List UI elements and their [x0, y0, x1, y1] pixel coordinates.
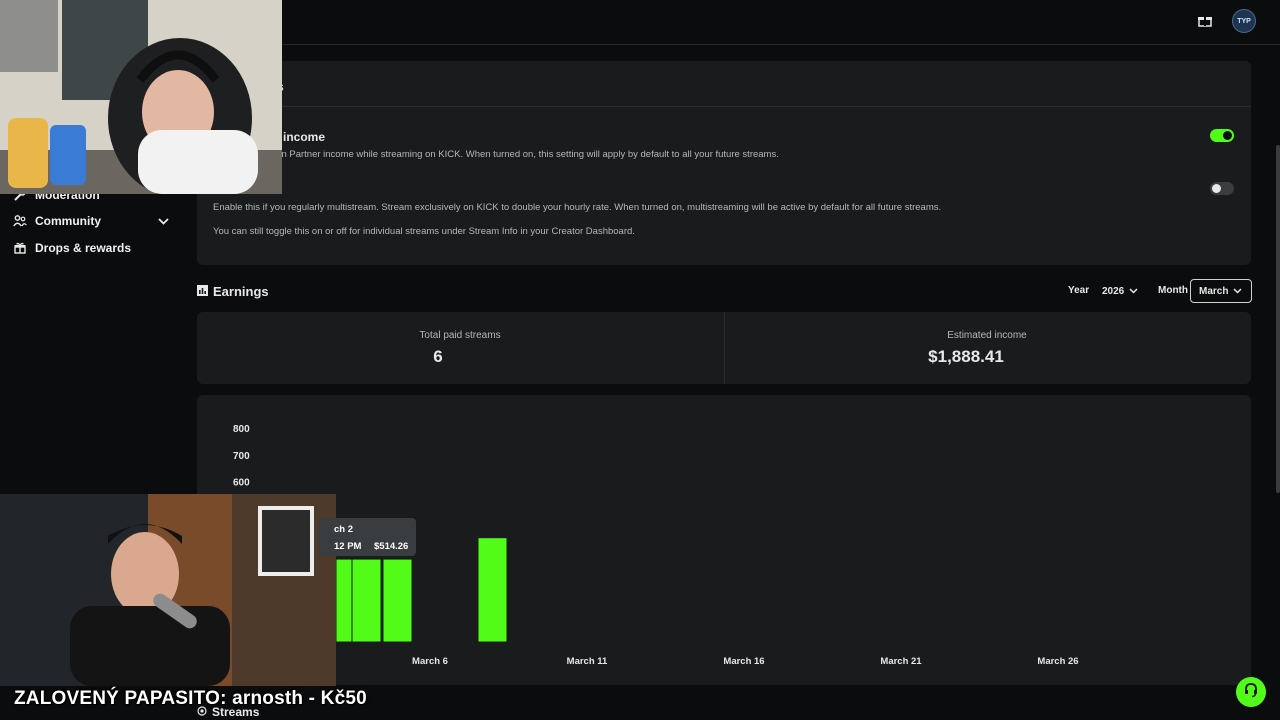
- sidebar-item-label: Drops & rewards: [35, 241, 132, 255]
- chart-bar[interactable]: [477, 537, 508, 643]
- y-tick-label: 700: [233, 451, 250, 462]
- multistream-toggle[interactable]: [1210, 182, 1234, 195]
- donation-alert-text: ZALOVENÝ PAPASITO: arnosth - Kč50: [14, 688, 367, 709]
- chevron-down-icon[interactable]: [158, 214, 169, 228]
- earnings-bar-chart: 600 700 800 March 6 March 11 March 16 March 21…: [233, 424, 1079, 667]
- partner-income-description: arn Partner income while streaming on KI…: [273, 149, 779, 160]
- x-tick-label: March 6: [412, 656, 448, 667]
- total-paid-streams-value: 6: [433, 347, 443, 366]
- sidebar-item-community[interactable]: Community: [12, 211, 180, 231]
- earnings-heading: Earnings: [197, 283, 269, 299]
- multistream-note: You can still toggle this on or off for …: [213, 226, 635, 237]
- y-tick-label: 800: [233, 424, 250, 435]
- legend-label: Streams: [212, 705, 260, 719]
- chart-bar[interactable]: [382, 558, 413, 643]
- users-icon: [12, 213, 28, 229]
- chart-bar[interactable]: [351, 558, 382, 643]
- tooltip-title: ch 2: [334, 524, 354, 535]
- radio-icon: [197, 705, 207, 719]
- help-chat-button[interactable]: [1236, 677, 1266, 707]
- scrollbar[interactable]: [1276, 145, 1280, 493]
- bar-chart-icon: [197, 284, 208, 299]
- gift-icon[interactable]: [1194, 10, 1216, 32]
- estimated-income-value: $1,888.41: [928, 347, 1004, 366]
- x-tick-label: March 21: [880, 656, 922, 667]
- year-value: 2026: [1102, 285, 1125, 297]
- monetization-settings-panel: ings income arn Partner income while str…: [197, 61, 1251, 265]
- month-label: Month: [1158, 285, 1188, 296]
- total-paid-streams-label: Total paid streams: [419, 330, 501, 341]
- divider: [197, 106, 1251, 107]
- month-value: March: [1199, 285, 1229, 297]
- sidebar-item-label: Community: [35, 214, 101, 228]
- sidebar-item-drops-rewards[interactable]: Drops & rewards: [12, 238, 131, 258]
- tooltip-time: 12 PM: [334, 541, 362, 552]
- partner-income-label: income: [283, 130, 326, 144]
- partner-income-toggle[interactable]: [1210, 129, 1234, 142]
- tooltip-amount: $514.26: [374, 541, 409, 552]
- x-tick-label: March 26: [1037, 656, 1078, 667]
- divider: [724, 312, 725, 384]
- gift-box-icon: [12, 240, 28, 256]
- chevron-down-icon: [1129, 286, 1138, 297]
- x-tick-label: March 11: [567, 656, 608, 667]
- year-label: Year: [1068, 285, 1090, 296]
- earnings-title: Earnings: [213, 283, 269, 299]
- webcam-overlay-top: [0, 0, 282, 194]
- earnings-stats-panel: Total paid streams 6 Estimated income $1…: [197, 312, 1251, 384]
- chart-tooltip: ch 2 12 PM $514.26: [318, 518, 416, 556]
- estimated-income-label: Estimated income: [947, 330, 1027, 341]
- multistream-description: Enable this if you regularly multistream…: [213, 202, 942, 213]
- headset-icon: [1243, 682, 1259, 703]
- avatar[interactable]: TYP: [1232, 9, 1256, 33]
- x-tick-label: March 16: [723, 656, 764, 667]
- chart-legend[interactable]: Streams: [197, 705, 259, 719]
- y-tick-label: 600: [233, 478, 250, 489]
- chevron-down-icon: [1233, 286, 1242, 297]
- webcam-overlay-bottom: [0, 494, 336, 686]
- year-select[interactable]: 2026: [1094, 280, 1148, 302]
- month-select[interactable]: March: [1190, 279, 1252, 303]
